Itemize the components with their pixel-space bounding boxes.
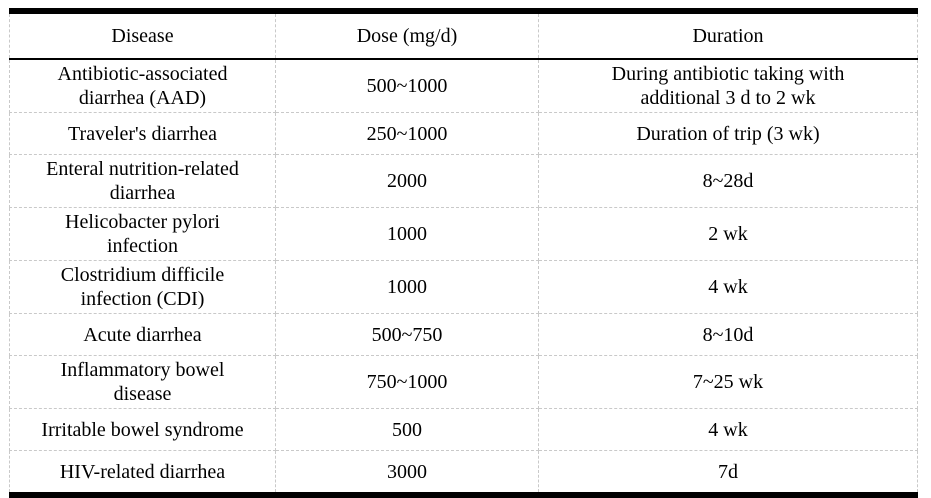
table-row: Enteral nutrition-related diarrhea 2000 8~…	[9, 154, 918, 208]
dose-cell: 500	[275, 408, 539, 451]
duration-cell: 2 wk	[538, 207, 918, 261]
disease-cell: Antibiotic-associated diarrhea (AAD)	[9, 58, 276, 113]
table-header-row: Disease Dose (mg/d) Duration	[9, 11, 918, 60]
table-row: Antibiotic-associated diarrhea (AAD) 500~…	[9, 58, 918, 113]
dose-cell: 750~1000	[275, 355, 539, 409]
disease-cell: Enteral nutrition-related diarrhea	[9, 154, 276, 208]
dose-cell: 1000	[275, 207, 539, 261]
disease-cell: Acute diarrhea	[9, 313, 276, 356]
duration-cell: 4 wk	[538, 260, 918, 314]
column-header-duration: Duration	[538, 11, 918, 60]
table-row: Helicobacter pylori infection 1000 2 wk	[9, 207, 918, 261]
disease-cell: Helicobacter pylori infection	[9, 207, 276, 261]
duration-cell: 4 wk	[538, 408, 918, 451]
disease-cell: Clostridium difficile infection (CDI)	[9, 260, 276, 314]
duration-cell: 7d	[538, 450, 918, 496]
table-row: Traveler's diarrhea 250~1000 Duration of t…	[9, 112, 918, 155]
disease-cell: Inflammatory bowel disease	[9, 355, 276, 409]
table-row: Inflammatory bowel disease 750~1000 7~25 w…	[9, 355, 918, 409]
duration-cell: 8~28d	[538, 154, 918, 208]
duration-cell: 7~25 wk	[538, 355, 918, 409]
table-row: Clostridium difficile infection (CDI) 100…	[9, 260, 918, 314]
table-row: Acute diarrhea 500~750 8~10d	[9, 313, 918, 356]
duration-cell: 8~10d	[538, 313, 918, 356]
dose-cell: 500~1000	[275, 58, 539, 113]
disease-cell: HIV-related diarrhea	[9, 450, 276, 496]
disease-cell: Irritable bowel syndrome	[9, 408, 276, 451]
table-row: Irritable bowel syndrome 500 4 wk	[9, 408, 918, 451]
table-row: HIV-related diarrhea 3000 7d	[9, 450, 918, 496]
duration-cell: During antibiotic taking with additional…	[538, 58, 918, 113]
dose-cell: 1000	[275, 260, 539, 314]
column-header-dose: Dose (mg/d)	[275, 11, 539, 60]
duration-cell: Duration of trip (3 wk)	[538, 112, 918, 155]
dose-cell: 3000	[275, 450, 539, 496]
dose-cell: 2000	[275, 154, 539, 208]
dose-cell: 250~1000	[275, 112, 539, 155]
dose-cell: 500~750	[275, 313, 539, 356]
disease-cell: Traveler's diarrhea	[9, 112, 276, 155]
disease-dose-duration-table: Disease Dose (mg/d) Duration Antibiotic-as…	[9, 8, 918, 498]
column-header-disease: Disease	[9, 11, 276, 60]
